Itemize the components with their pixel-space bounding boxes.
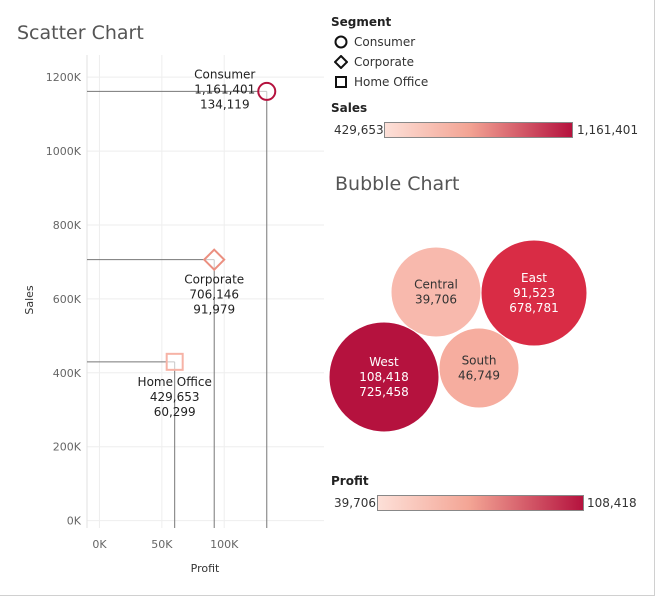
legend-item-consumer[interactable]: Consumer bbox=[334, 35, 415, 49]
point-label-home-office: 429,653 bbox=[150, 390, 200, 404]
point-label-consumer: 134,119 bbox=[200, 97, 250, 111]
scatter-point-corporate bbox=[202, 248, 226, 272]
sales-legend-title: Sales bbox=[331, 101, 368, 115]
point-label-consumer: Consumer bbox=[194, 67, 255, 81]
scatter-point-consumer bbox=[257, 81, 277, 101]
legend-item-corporate[interactable]: Corporate bbox=[334, 55, 414, 69]
diamond-icon bbox=[334, 55, 348, 69]
bubble-label-central: 39,706 bbox=[415, 293, 457, 307]
x-axis-title: Profit bbox=[191, 562, 220, 575]
legend-item-home-office[interactable]: Home Office bbox=[334, 75, 428, 89]
point-label-corporate: Corporate bbox=[184, 273, 244, 287]
bubble-label-south: South bbox=[462, 354, 497, 368]
sales-color-ramp bbox=[384, 122, 573, 138]
y-tick-label: 800K bbox=[53, 219, 82, 232]
scatter-chart: 0K 200K 400K 600K 800K 1000K 1200K 0K 50K 100K Pro… bbox=[23, 55, 324, 575]
profit-legend-min: 39,706 bbox=[334, 496, 376, 510]
bubble-label-south: 46,749 bbox=[458, 369, 500, 383]
profit-legend-max: 108,418 bbox=[587, 496, 637, 510]
y-tick-label: 600K bbox=[53, 293, 82, 306]
point-label-corporate: 91,979 bbox=[193, 303, 235, 317]
y-tick-label: 400K bbox=[53, 367, 82, 380]
legend-label-home-office: Home Office bbox=[354, 75, 429, 89]
point-label-home-office: Home Office bbox=[138, 375, 212, 389]
scatter-point-home-office bbox=[165, 352, 184, 371]
bubble-label-east: 91,523 bbox=[513, 286, 555, 300]
x-tick-label: 0K bbox=[92, 538, 107, 551]
scatter-chart-title: Scatter Chart bbox=[17, 22, 144, 44]
x-tick-label: 100K bbox=[210, 538, 239, 551]
legend-label-consumer: Consumer bbox=[354, 35, 416, 49]
bubble-east bbox=[480, 239, 588, 347]
x-tick-label: 50K bbox=[151, 538, 173, 551]
bubble-south bbox=[438, 327, 520, 409]
y-axis-title: Sales bbox=[23, 285, 36, 315]
profit-legend-title: Profit bbox=[331, 474, 369, 488]
bubble-chart-title: Bubble Chart bbox=[335, 173, 460, 195]
point-label-corporate: 706,146 bbox=[189, 288, 239, 302]
bubble-label-west: 108,418 bbox=[359, 370, 409, 384]
y-tick-label: 1200K bbox=[46, 71, 82, 84]
y-tick-label: 1000K bbox=[46, 145, 82, 158]
circle-icon bbox=[334, 35, 348, 49]
legend-label-corporate: Corporate bbox=[354, 55, 414, 69]
sales-legend-max: 1,161,401 bbox=[577, 123, 639, 137]
bubble-label-west: West bbox=[369, 355, 399, 369]
bubble-label-west: 725,458 bbox=[359, 385, 409, 399]
bubble-label-east: 678,781 bbox=[509, 301, 559, 315]
profit-color-ramp bbox=[377, 495, 584, 511]
y-tick-label: 0K bbox=[67, 515, 82, 528]
bubble-west bbox=[328, 321, 440, 433]
bubble-label-central: Central bbox=[414, 278, 458, 292]
y-tick-label: 200K bbox=[53, 441, 82, 454]
segment-legend-title: Segment bbox=[331, 15, 392, 29]
point-label-consumer: 1,161,401 bbox=[194, 82, 255, 96]
sales-legend-min: 429,653 bbox=[334, 123, 384, 137]
square-icon bbox=[335, 76, 347, 88]
bubble-label-east: East bbox=[521, 271, 547, 285]
point-label-home-office: 60,299 bbox=[154, 405, 196, 419]
